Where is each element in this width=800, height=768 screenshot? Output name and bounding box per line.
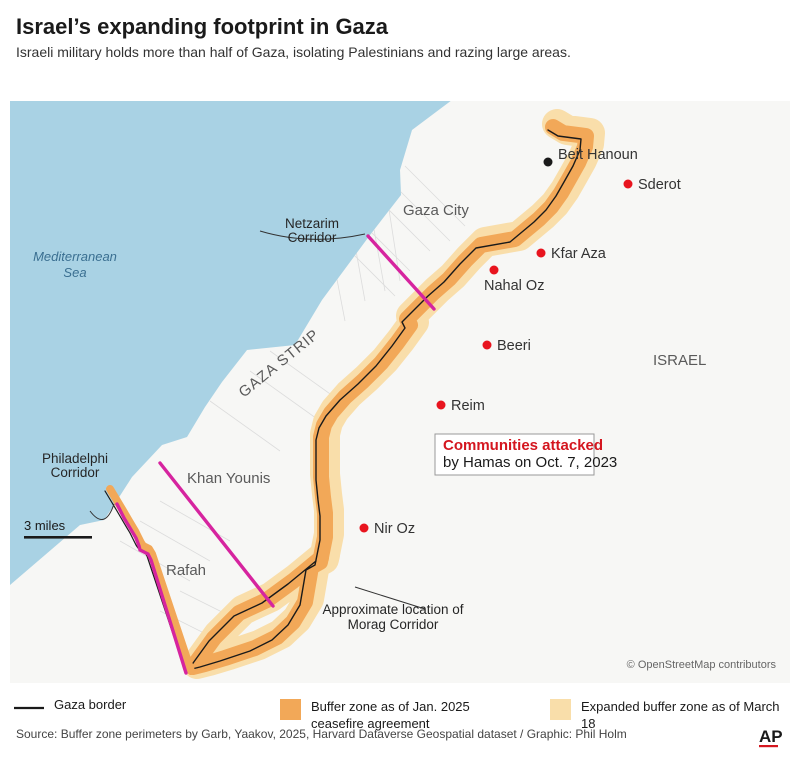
svg-text:AP: AP: [759, 727, 783, 746]
svg-text:Morag Corridor: Morag Corridor: [348, 617, 439, 632]
svg-text:by Hamas on Oct. 7, 2023: by Hamas on Oct. 7, 2023: [443, 454, 617, 471]
svg-text:Philadelphi: Philadelphi: [42, 451, 108, 466]
svg-text:Mediterranean: Mediterranean: [33, 249, 117, 264]
svg-text:Nir Oz: Nir Oz: [374, 521, 415, 537]
svg-text:Corridor: Corridor: [288, 230, 337, 245]
svg-text:Netzarim: Netzarim: [285, 216, 339, 231]
svg-text:Communities attacked: Communities attacked: [443, 437, 603, 454]
svg-text:Sderot: Sderot: [638, 177, 681, 193]
svg-text:Sea: Sea: [63, 265, 86, 280]
svg-text:Kfar Aza: Kfar Aza: [551, 246, 607, 262]
svg-text:Corridor: Corridor: [51, 465, 100, 480]
svg-text:Gaza City: Gaza City: [403, 202, 469, 219]
svg-text:Khan Younis: Khan Younis: [187, 470, 270, 487]
svg-text:Beit Hanoun: Beit Hanoun: [558, 147, 638, 163]
svg-text:Nahal Oz: Nahal Oz: [484, 278, 544, 294]
svg-text:Approximate location of: Approximate location of: [322, 602, 463, 617]
svg-text:3 miles: 3 miles: [24, 518, 66, 533]
svg-text:© OpenStreetMap contributors: © OpenStreetMap contributors: [627, 659, 777, 671]
svg-text:ISRAEL: ISRAEL: [653, 352, 706, 369]
svg-text:Beeri: Beeri: [497, 338, 531, 354]
svg-text:Rafah: Rafah: [166, 562, 206, 579]
svg-text:Reim: Reim: [451, 398, 485, 414]
